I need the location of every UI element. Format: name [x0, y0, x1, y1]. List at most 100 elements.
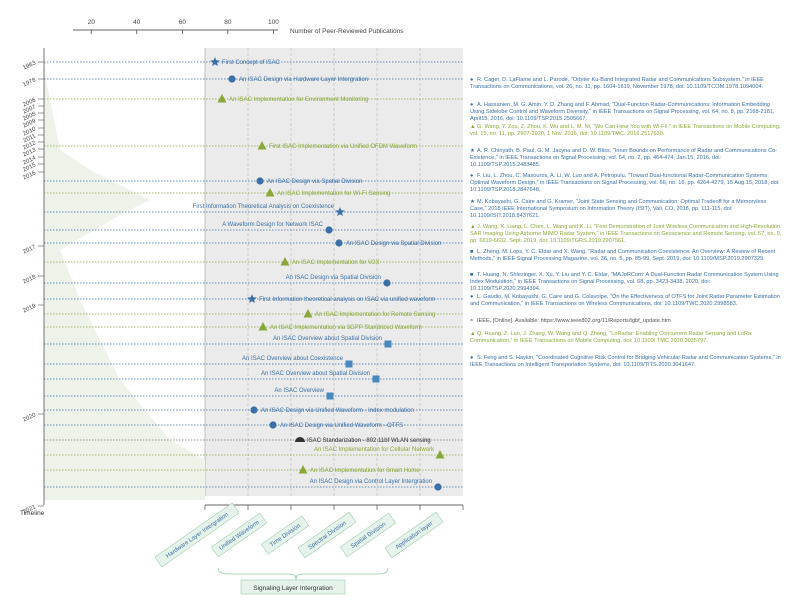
event-label: First Concept of ISAC — [222, 60, 281, 66]
overview-icon: ■ — [470, 272, 474, 278]
event-marker — [345, 360, 353, 368]
timeline-label: Timeline — [20, 510, 45, 517]
layer-tag-box — [154, 502, 240, 568]
design-icon: ● — [470, 173, 474, 179]
axis-tick-label: 20 — [88, 19, 96, 26]
overview-icon: ■ — [470, 249, 474, 255]
signaling-label-box — [240, 579, 346, 595]
reference-text: A. R. Chiriyath, B. Paul, G. M. Jacyna a… — [470, 148, 778, 169]
layer-tag: Hardware Layer Intergration — [154, 502, 240, 568]
event-label: An ISAC Design via Spatial Division — [286, 275, 381, 281]
event-label: An ISAC Implementation for Remote Sensin… — [315, 312, 435, 318]
year-label: 2009 — [22, 118, 37, 129]
event-marker — [257, 141, 267, 150]
event-label: An ISAC Overview — [274, 388, 324, 394]
year-label: 2020 — [22, 412, 37, 423]
event-label: An ISAC Design via Unified Waveform - In… — [261, 408, 414, 414]
event-label: An ISAC Implementation for Smart Home — [310, 468, 420, 474]
event-label: An ISAC Design via Hardware Layer Interg… — [239, 77, 368, 83]
event-marker — [326, 392, 334, 400]
reference-text: F. Liu, L. Zhou, C. Masouros, A. Li, W. … — [470, 173, 780, 194]
axis-tick-label: 60 — [179, 19, 187, 26]
year-label: 2018 — [22, 274, 37, 285]
event-marker — [325, 226, 333, 234]
event-label: An ISAC Overview about Spatial Division — [273, 336, 382, 342]
layer-tag-label: Spatial Division — [350, 522, 387, 550]
year-label: 2010 — [22, 126, 37, 137]
reference-entry: ● L. Gaudio, M. Kobayashi, G. Caire and G… — [470, 294, 782, 308]
event-marker — [217, 94, 227, 103]
year-label: 1963 — [22, 60, 37, 71]
year-label: 2011 — [23, 133, 38, 144]
year-label: 2017 — [22, 244, 37, 255]
signaling-brace — [217, 567, 389, 581]
event-marker — [280, 257, 290, 266]
event-label: A Waveform Design for Network ISAC — [222, 222, 323, 228]
event-label: An ISAC Overview about Spatial Division — [261, 371, 370, 377]
event-marker — [295, 437, 305, 442]
event-marker — [303, 309, 313, 318]
event-label: ISAC Standarization - 802.11bf WLAN sens… — [307, 438, 431, 444]
standard-icon: ◓ — [470, 318, 474, 324]
year-label: 2013 — [22, 147, 37, 158]
event-label: An ISAC Implementation for Cellular Netw… — [314, 447, 435, 453]
publication-count-area — [44, 60, 205, 500]
layer-tag-box — [339, 512, 397, 558]
reference-entry: ● S. Feng and S. Haykin, "Coordinated Cog… — [470, 355, 782, 369]
axis-title: Number of Peer-Reviewed Publications — [290, 28, 404, 35]
layer-tag-box — [260, 515, 310, 555]
reference-text: A. Hassanien, M. G. Amin, Y. D. Zhang an… — [470, 102, 775, 123]
reference-text: M. Kobayashi, G. Caire and G. Kramer, "J… — [470, 199, 767, 220]
reference-entry: ● A. Hassanien, M. G. Amin, Y. D. Zhang a… — [470, 102, 782, 124]
year-label: 2016 — [22, 170, 37, 181]
event-marker — [335, 207, 345, 216]
implementation-icon: ▲ — [470, 124, 476, 130]
reference-text: J. Wang, X. Liang, L. Chen, L. Wang and … — [470, 224, 782, 245]
reference-text: R. Cager, D. LaFlame and L. Parode, "Orb… — [470, 77, 764, 91]
reference-entry: ▲G. Wang, Y. Zou, Z. Zhou, K. Wu and L. … — [470, 124, 782, 138]
layer-tag-box — [384, 511, 444, 559]
design-icon: ● — [470, 102, 474, 108]
signaling-label: Signaling Layer Intergration — [253, 585, 333, 592]
year-label: 2015 — [22, 162, 37, 173]
year-label: 2008 — [22, 111, 37, 122]
event-label: An ISAC Design via Spatial Division — [346, 241, 441, 247]
layer-tag: Application layer — [384, 511, 444, 559]
event-marker — [228, 75, 236, 83]
reference-entry: ▲J. Wang, X. Liang, L. Chen, L. Wang and… — [470, 224, 782, 246]
event-marker — [256, 177, 264, 185]
event-label: An ISAC Implementation via 3GPP Standriz… — [270, 325, 422, 331]
year-label: 2014 — [22, 155, 37, 166]
event-label: First ISAC Implementation via Unified OF… — [269, 144, 417, 150]
layer-tag-label: Application layer — [395, 521, 435, 551]
event-label: An ISAC Implementation for Wi-Fi Sensing — [277, 191, 390, 197]
design-icon: ● — [470, 294, 474, 300]
theory-icon: ★ — [470, 199, 476, 205]
year-label: 2019 — [22, 303, 37, 314]
reference-entry: ★ A. R. Chiriyath, B. Paul, G. M. Jacyna … — [470, 148, 782, 170]
event-marker — [250, 406, 258, 414]
event-marker — [298, 465, 308, 474]
reference-entry: ★ M. Kobayashi, G. Caire and G. Kramer, "… — [470, 199, 782, 221]
event-label: An ISAC Implementation for V2X — [292, 260, 379, 266]
category-panel — [205, 48, 463, 496]
event-label: An ISAC Implementation for Environment M… — [229, 97, 368, 103]
layer-tag-box — [210, 512, 268, 558]
event-marker — [335, 239, 343, 247]
layer-tag-box — [297, 511, 357, 559]
reference-text: IEEE, [Online]. Available: https://www.i… — [477, 318, 671, 324]
event-label: An ISAC Design via Control Layer Intergr… — [310, 479, 432, 485]
reference-text: L. Gaudio, M. Kobayashi, G. Caire and G.… — [470, 294, 780, 308]
implementation-icon: ▲ — [470, 224, 476, 230]
reference-entry: ■ L. Zheng, M. Lops, Y. C. Eldar and X. W… — [470, 249, 782, 263]
event-marker — [435, 450, 445, 459]
theory-icon: ★ — [470, 148, 476, 154]
reference-text: G. Wang, Y. Zou, Z. Zhou, K. Wu and L. M… — [470, 124, 781, 138]
design-icon: ● — [470, 355, 474, 361]
reference-entry: ● F. Liu, L. Zhou, C. Masouros, A. Li, W.… — [470, 173, 782, 195]
axis-tick-label: 40 — [133, 19, 141, 26]
event-marker — [210, 57, 220, 66]
event-marker — [265, 188, 275, 197]
reference-entry: ■ T. Huang, N. Shlezinger, X. Xu, Y. Liu … — [470, 272, 782, 294]
timeline-diagram: 20 40 60 80 100 Number of Peer-Reviewed Publi… — [20, 19, 464, 595]
